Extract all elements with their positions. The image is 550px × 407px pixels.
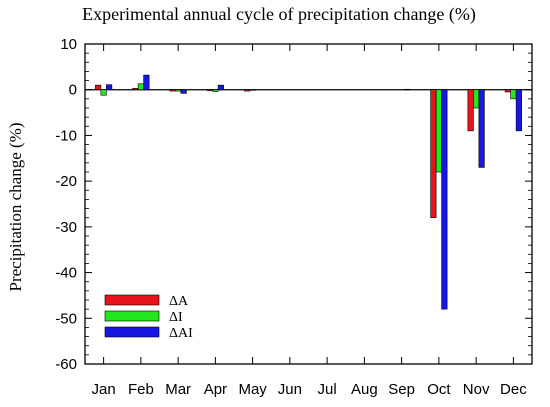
bar-ΔAI-Mar [180, 89, 187, 94]
y-tick-label: -50 [55, 310, 77, 327]
x-tick-label-oct: Oct [427, 381, 451, 398]
y-tick-label: -40 [55, 265, 77, 282]
chart-title: Experimental annual cycle of precipitati… [82, 4, 476, 25]
bar-ΔA-Nov [467, 89, 474, 132]
y-tick-label: 10 [60, 36, 77, 53]
bar-ΔAI-Nov [478, 89, 485, 168]
bar-ΔAI-Jan [106, 84, 113, 91]
bar-ΔI-Nov [473, 89, 480, 109]
bar-ΔA-Dec [504, 89, 511, 93]
bar-ΔA-Mar [169, 89, 176, 92]
x-tick-label-jan: Jan [92, 381, 116, 398]
y-tick-label: -60 [55, 356, 77, 373]
legend-label-1: ΔI [169, 310, 183, 325]
x-tick-label-dec: Dec [500, 381, 527, 398]
bar-ΔAI-Sep [404, 88, 411, 91]
bar-ΔI-Oct [435, 89, 442, 173]
y-tick-label: -30 [55, 219, 77, 236]
x-tick-label-aug: Aug [351, 381, 378, 398]
plot-area: 10 0 -10 -20 -30 -40 -50 -60 Jan Feb Mar Apr May Jun J… [55, 36, 533, 398]
bar-ΔI-Dec [510, 89, 517, 100]
x-tick-label-feb: Feb [128, 381, 154, 398]
x-tick-label-may: May [238, 381, 267, 398]
bar-ΔA-Apr [206, 89, 213, 91]
bar-ΔA-May [244, 89, 251, 92]
bar-ΔAI-Apr [217, 84, 224, 91]
legend-swatch-0 [104, 294, 160, 306]
x-tick-label-apr: Apr [204, 381, 227, 398]
y-tick-label: -10 [55, 127, 77, 144]
legend-swatch-2 [104, 326, 160, 338]
bar-ΔAI-Dec [515, 89, 522, 132]
bar-ΔA-Feb [132, 88, 139, 91]
x-tick-label-jun: Jun [278, 381, 302, 398]
bar-ΔI-Apr [212, 89, 219, 92]
x-tick-label-mar: Mar [165, 381, 191, 398]
x-tick-label-nov: Nov [463, 381, 490, 398]
bar-ΔAI-Oct [441, 89, 448, 310]
bar-ΔAI-Feb [143, 74, 150, 91]
bar-ΔI-Mar [175, 89, 182, 92]
bar-ΔA-Jan [95, 84, 102, 91]
legend-label-0: ΔA [169, 294, 189, 309]
bar-ΔI-Jan [100, 89, 107, 96]
legend-label-2: ΔAI [169, 326, 193, 341]
x-tick-label-sep: Sep [388, 381, 415, 398]
bar-ΔI-May [249, 89, 256, 91]
y-tick-label: 0 [69, 82, 77, 99]
legend-swatch-1 [104, 310, 160, 322]
bar-ΔI-Feb [137, 83, 144, 91]
x-tick-label-jul: Jul [318, 381, 337, 398]
y-axis-label: Precipitation change (%) [6, 123, 25, 292]
plot-frame [84, 43, 533, 365]
bar-ΔA-Oct [430, 89, 437, 219]
y-tick-label: -20 [55, 173, 77, 190]
